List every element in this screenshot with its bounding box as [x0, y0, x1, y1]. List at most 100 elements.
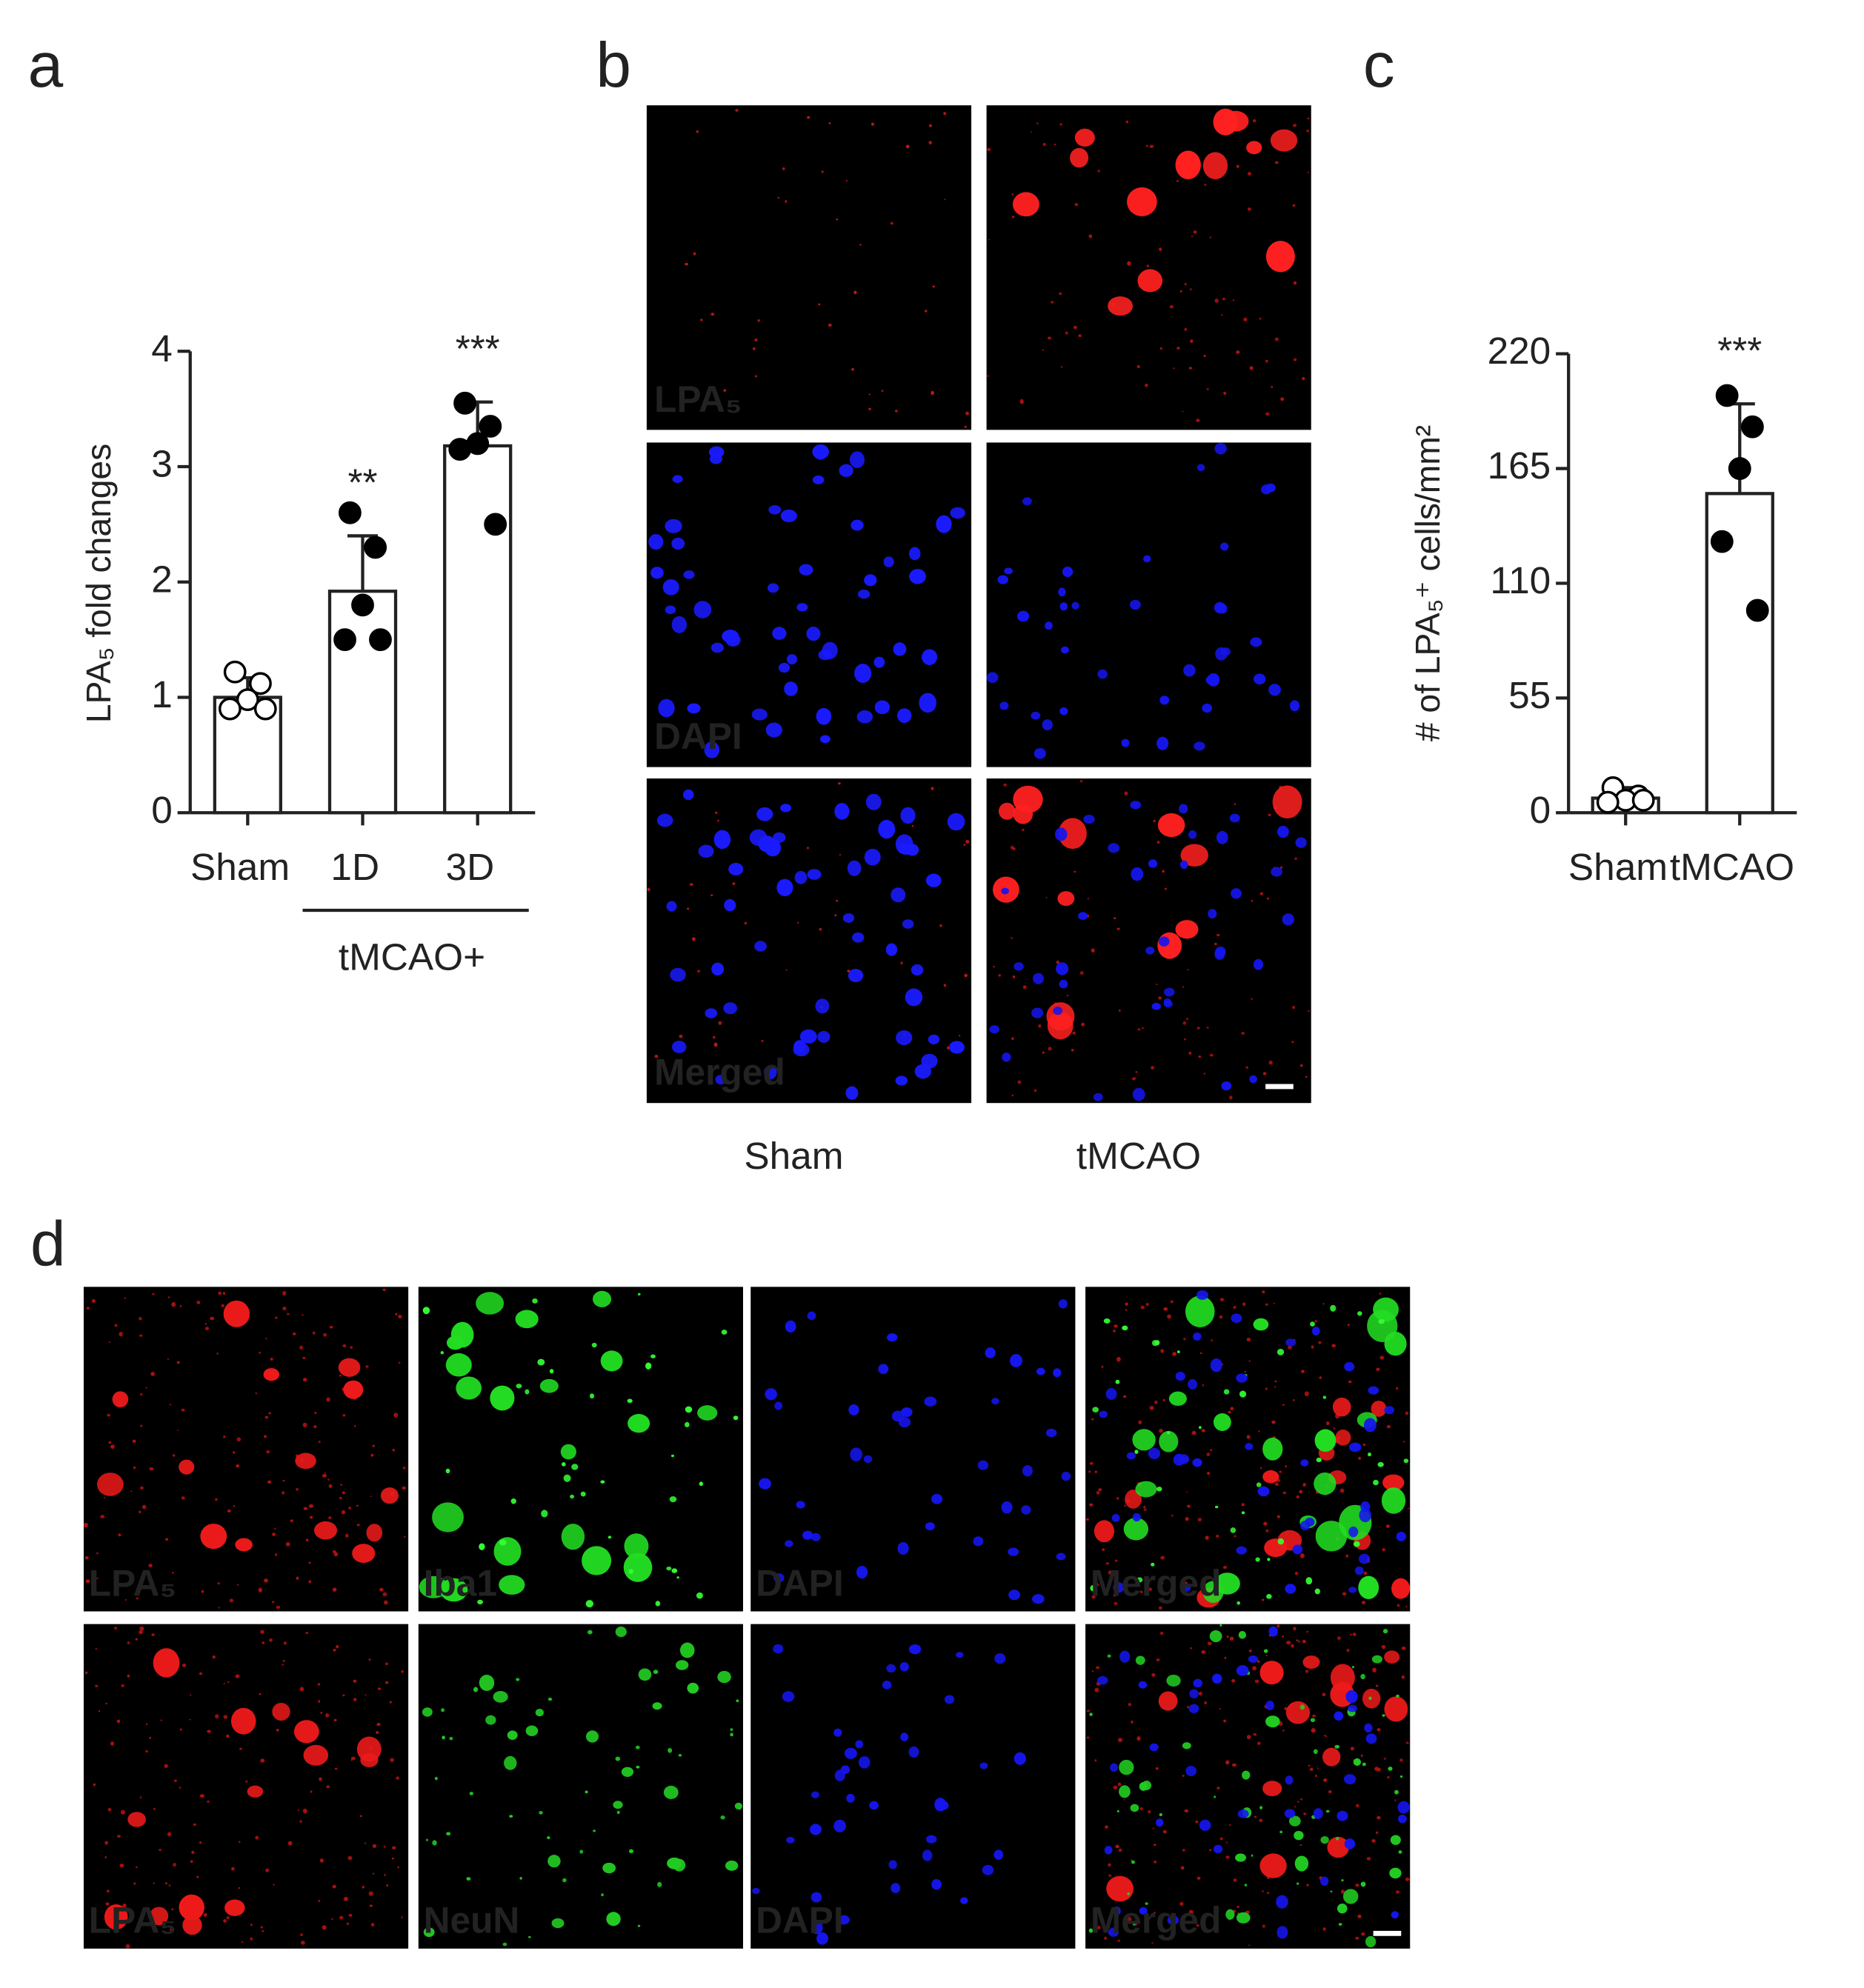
significance: **: [348, 461, 378, 504]
cell: [193, 1823, 196, 1827]
cell: [925, 1522, 935, 1531]
cell: [1225, 1855, 1230, 1859]
cell: [1262, 1890, 1264, 1892]
cell: [313, 1424, 317, 1429]
cell: [1232, 299, 1234, 301]
cell: [1182, 1021, 1186, 1025]
cell: [1083, 815, 1095, 824]
cell: [332, 1550, 336, 1554]
data-point: [1745, 598, 1769, 622]
cell: [1282, 1635, 1285, 1638]
cell: [372, 1844, 376, 1848]
cell: [1325, 1809, 1330, 1813]
bar: [443, 444, 513, 815]
cell: [120, 1809, 125, 1815]
cell: [710, 642, 724, 653]
cell: [434, 1776, 438, 1781]
cell: [1189, 1689, 1199, 1698]
image-label: LPA₅: [89, 1562, 176, 1604]
cell: [1302, 1483, 1307, 1487]
cell: [724, 898, 736, 912]
cell: [1081, 1022, 1085, 1027]
cell: [977, 1460, 989, 1470]
cell: [224, 1899, 245, 1916]
cell: [362, 1885, 365, 1889]
cell: [1117, 1738, 1123, 1743]
cell: [1292, 124, 1297, 127]
cell: [810, 1532, 821, 1541]
cell: [947, 1046, 950, 1050]
cell: [1079, 971, 1084, 975]
cell: [833, 1728, 842, 1737]
cell: [1139, 1590, 1143, 1594]
cell: [440, 1351, 445, 1355]
cell: [1294, 1806, 1297, 1808]
panel-letter: b: [596, 30, 631, 101]
cell: [1176, 179, 1179, 182]
cell: [348, 1856, 351, 1858]
cell: [272, 1601, 275, 1604]
cell: [1188, 1704, 1199, 1713]
cell: [313, 1521, 337, 1540]
cell: [606, 1912, 621, 1927]
cell: [1033, 973, 1044, 984]
cell: [1347, 1704, 1358, 1712]
cell: [846, 1793, 855, 1803]
cell: [1054, 827, 1068, 841]
cell: [401, 1916, 403, 1918]
cell: [964, 425, 967, 428]
cell: [360, 1752, 379, 1767]
cell: [210, 1316, 215, 1321]
cell: [107, 1413, 110, 1417]
cell: [1065, 331, 1068, 335]
cell: [504, 1755, 517, 1770]
cell: [797, 921, 799, 924]
cell: [1210, 1449, 1213, 1452]
significance: ***: [456, 327, 500, 370]
cell: [765, 722, 782, 738]
cell: [1213, 1844, 1223, 1854]
cell: [662, 578, 679, 596]
cell: [1185, 1295, 1215, 1327]
cell: [1372, 1667, 1377, 1672]
cell: [263, 1368, 279, 1381]
cell: [1314, 1472, 1337, 1495]
cell: [704, 741, 720, 758]
cell: [1148, 859, 1158, 868]
cell: [1162, 1398, 1165, 1402]
data-point: [253, 697, 277, 721]
cell: [1216, 830, 1228, 844]
cell: [964, 973, 968, 978]
cell: [113, 1627, 118, 1630]
cell: [445, 1468, 450, 1474]
cell: [171, 1908, 174, 1911]
cell: [327, 1478, 330, 1481]
cell: [1070, 147, 1089, 168]
cell: [1343, 1774, 1357, 1784]
x-tick-label: 1D: [330, 846, 379, 888]
cell: [689, 883, 693, 886]
cell: [947, 813, 965, 831]
cell: [1360, 1501, 1371, 1512]
cell: [1382, 1548, 1385, 1552]
cell: [173, 1863, 176, 1867]
cell: [171, 1302, 176, 1307]
cell: [1119, 1785, 1131, 1798]
cell: [1211, 1339, 1214, 1341]
cell: [333, 1718, 337, 1722]
cell: [1078, 334, 1082, 338]
cell: [1373, 1479, 1379, 1486]
cell: [181, 1496, 185, 1500]
cell: [1045, 896, 1048, 898]
cell: [1119, 1759, 1134, 1775]
cell: [1256, 1660, 1260, 1663]
cell: [1348, 1527, 1359, 1538]
cell: [1308, 1764, 1311, 1767]
cell: [687, 907, 690, 910]
cell: [153, 1648, 180, 1678]
cell: [130, 1916, 133, 1919]
cell: [127, 1641, 130, 1644]
cell: [271, 1532, 276, 1536]
cell: [325, 1713, 330, 1718]
cell: [1294, 857, 1297, 861]
